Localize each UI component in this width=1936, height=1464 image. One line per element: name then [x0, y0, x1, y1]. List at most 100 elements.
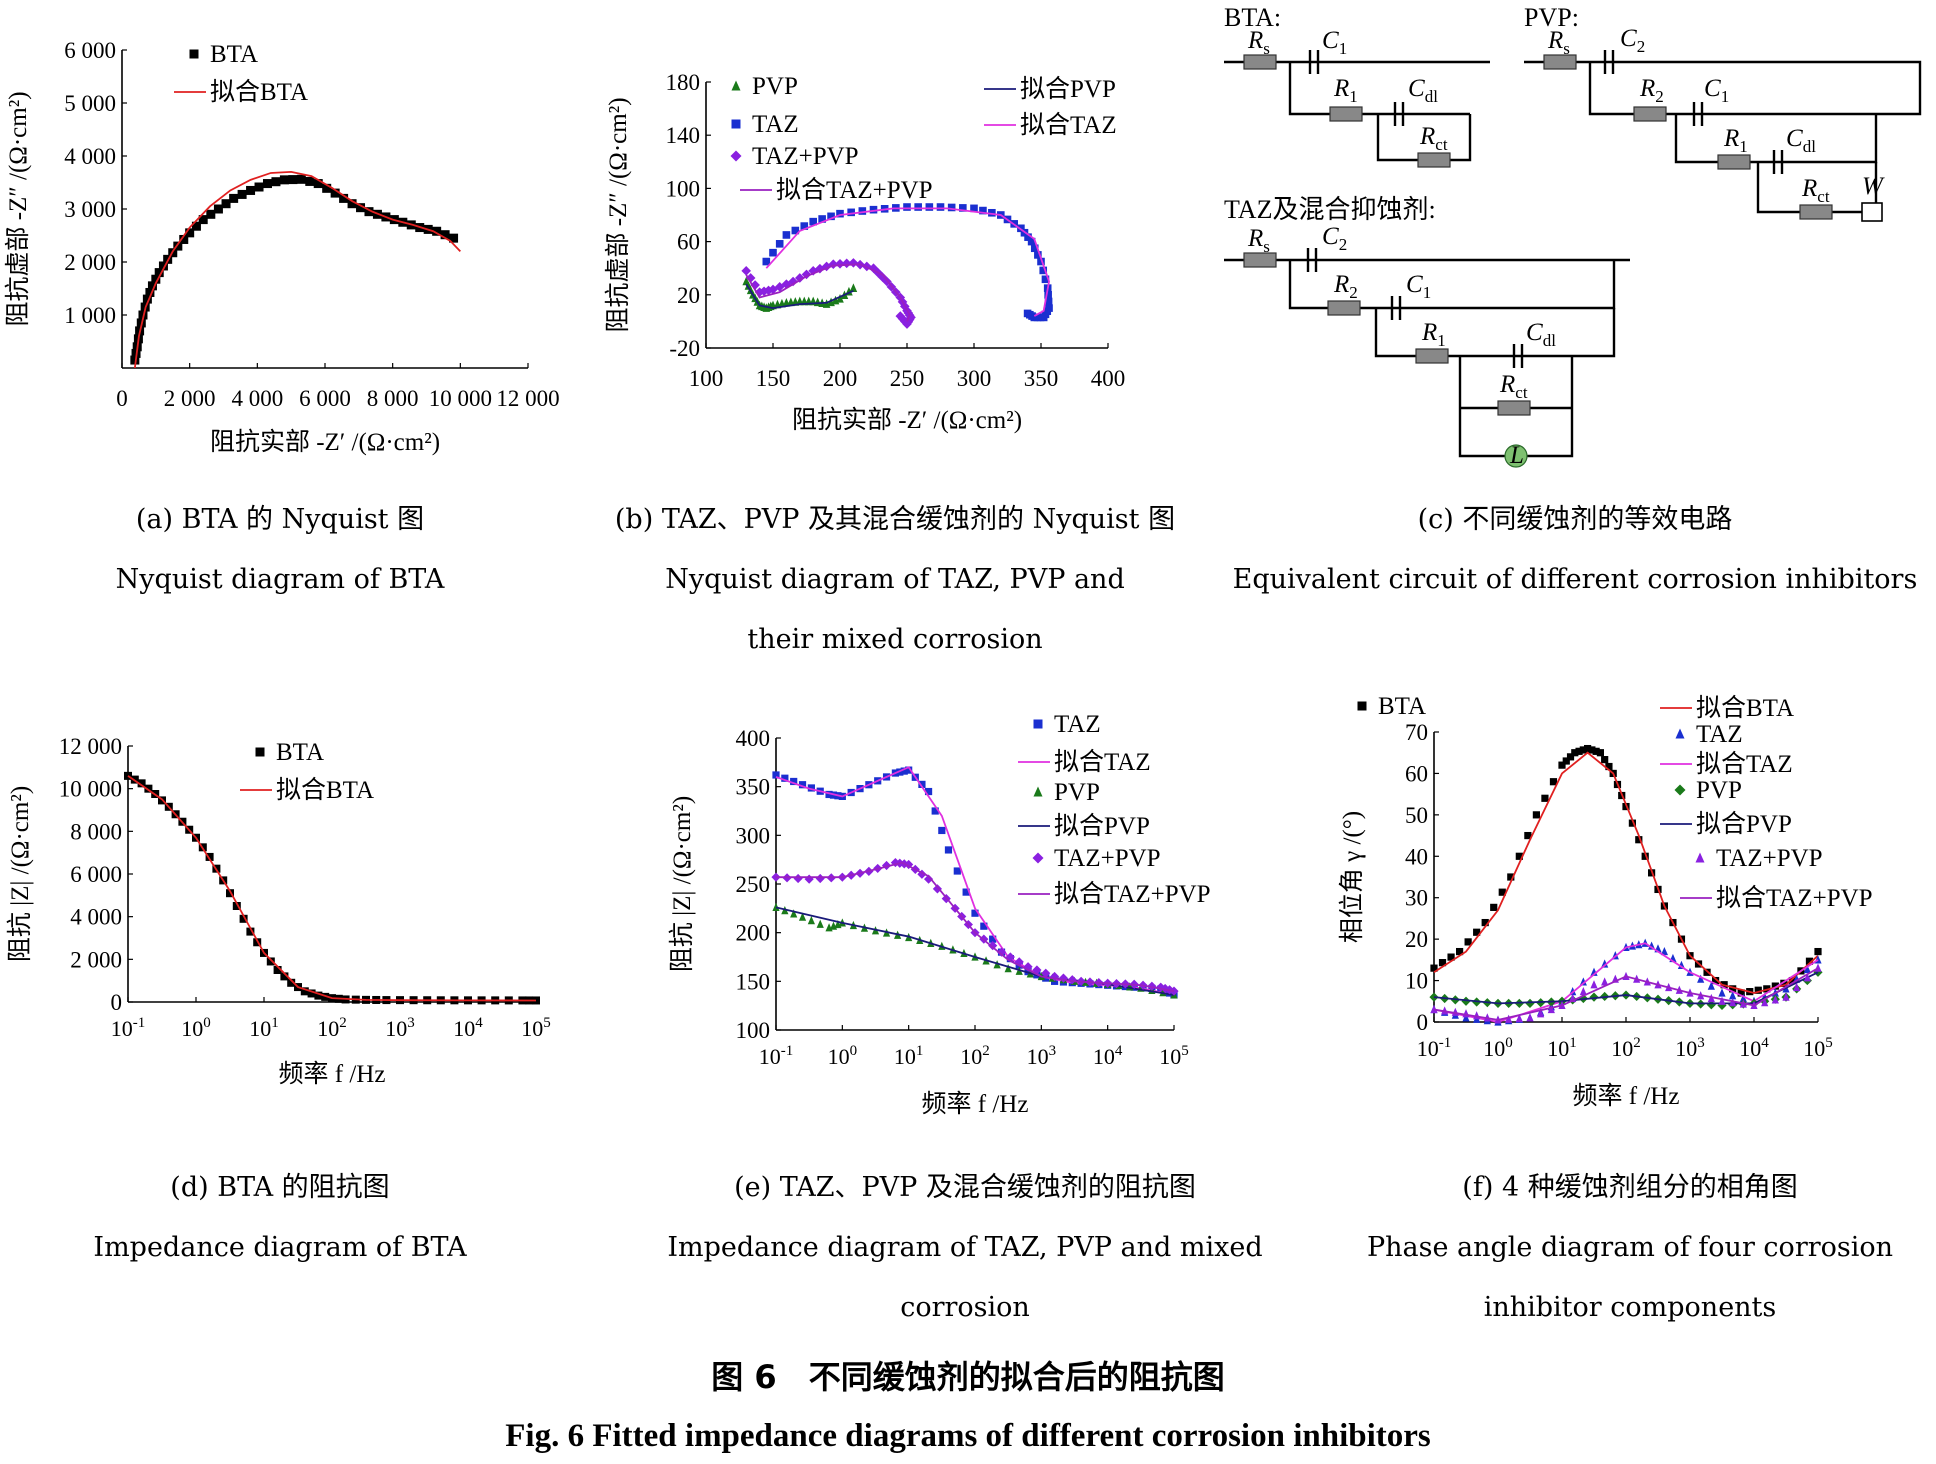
y-tick-label: 2 000: [70, 947, 122, 972]
y-tick-label: 30: [1405, 886, 1428, 911]
data-point-BTA: [1481, 918, 1489, 927]
caption-b-en1: Nyquist diagram of TAZ, PVP and: [665, 564, 1125, 595]
data-point-BTA: [314, 991, 323, 1000]
x-tick-label: 101: [1547, 1035, 1577, 1061]
x-tick-label: 350: [1024, 366, 1059, 391]
circuit-taz-label: TAZ及混合抑蚀剂:: [1224, 195, 1436, 224]
data-point-BTA: [1566, 753, 1575, 761]
y-tick-label: 100: [666, 176, 701, 201]
data-point-TAZ+PVP: [808, 266, 818, 276]
data-point-BTA: [173, 241, 183, 251]
y-tick-label: 200: [736, 921, 771, 946]
x-tick-label: 105: [1803, 1035, 1833, 1061]
data-point-TAZ: [1039, 266, 1048, 275]
x-tick-label: 101: [894, 1043, 924, 1069]
data-point-TAZ+PVP: [1590, 980, 1598, 989]
x-tick-label: 104: [1093, 1043, 1123, 1069]
y-axis-label: 相位角 γ /(°): [1338, 811, 1366, 943]
y-tick-label: 180: [666, 70, 701, 95]
circuit-label: Rct: [1419, 123, 1448, 154]
y-tick-label: 10 000: [59, 777, 122, 802]
x-tick-label: 10 000: [429, 386, 492, 411]
y-tick-label: 6 000: [64, 38, 116, 63]
circuit-label: Rct: [1801, 175, 1830, 206]
y-tick-label: 10: [1405, 969, 1428, 994]
y-tick-label: 1 000: [64, 303, 116, 328]
data-point-BTA: [232, 902, 241, 910]
legend-label: 拟合TAZ+PVP: [1054, 880, 1211, 908]
y-tick-label: 2 000: [64, 250, 116, 275]
data-point-TAZ: [1027, 237, 1036, 246]
data-point-BTA: [1788, 976, 1796, 985]
data-point-BTA: [239, 914, 248, 923]
legend-label: 拟合BTA: [210, 78, 308, 106]
y-tick-label: 350: [736, 775, 771, 800]
circuit-label: C1: [1704, 75, 1729, 106]
circuit-label: Cdl: [1408, 75, 1438, 106]
y-axis-label: 阻抗虚部 -Z″ /(Ω·cm²): [4, 91, 32, 326]
y-tick-label: 140: [666, 123, 701, 148]
x-tick-label: 4 000: [231, 386, 283, 411]
data-point-TAZ: [772, 771, 780, 779]
y-tick-label: 12 000: [59, 734, 122, 759]
caption-e-en2: corrosion: [900, 1292, 1030, 1323]
y-axis-label: 阻抗 |Z| /(Ω·cm²): [6, 786, 34, 962]
legend-marker: [731, 80, 741, 91]
legend-label: 拟合PVP: [1054, 812, 1150, 840]
data-point-BTA: [1558, 761, 1566, 769]
y-tick-label: 300: [736, 823, 771, 848]
caption-b-cn: (b) TAZ、PVP 及其混合缓蚀剂的 Nyquist 图: [614, 504, 1176, 535]
circuit-wire: [1588, 62, 1922, 116]
data-point-TAZ: [1030, 244, 1039, 253]
data-point-TAZ+PVP: [815, 263, 825, 274]
data-point-TAZ: [931, 807, 939, 815]
legend-label: PVP: [1054, 779, 1100, 806]
data-point-BTA: [287, 978, 296, 987]
data-point-TAZ: [1579, 977, 1587, 986]
data-point-TAZ+PVP: [1793, 982, 1801, 992]
data-point-PVP: [849, 283, 858, 292]
y-axis-label: 阻抗 |Z| /(Ω·cm²): [668, 796, 696, 972]
data-point-TAZ+PVP: [868, 263, 879, 273]
data-point-TAZ+PVP: [741, 266, 751, 276]
legend-label: BTA: [1378, 693, 1426, 720]
y-tick-label: 400: [736, 726, 771, 751]
data-point-BTA: [179, 234, 189, 244]
data-point-TAZ: [900, 767, 908, 775]
data-point-TAZ+PVP: [1160, 983, 1170, 994]
data-point-BTA: [221, 199, 231, 209]
data-point-BTA: [158, 261, 168, 271]
data-point-BTA: [1447, 953, 1455, 961]
data-point-TAZ+PVP: [745, 273, 756, 283]
data-point-TAZ+PVP: [1782, 992, 1790, 1001]
series-line-拟合TAZ+PVP: [1433, 967, 1819, 1021]
data-point-TAZ: [914, 203, 922, 211]
data-point-BTA: [266, 957, 275, 966]
circuit-wire: [1674, 114, 1878, 164]
data-point-TAZ+PVP: [754, 287, 765, 297]
circuit-wire: [1288, 62, 1470, 116]
data-point-BTA: [280, 972, 289, 981]
data-point-TAZ: [769, 248, 777, 257]
legend-marker: [189, 49, 199, 59]
data-point-TAZ+PVP: [1761, 998, 1769, 1007]
legend-label: TAZ+PVP: [752, 143, 859, 170]
x-tick-label: 10-1: [759, 1043, 794, 1069]
legend-marker: [1032, 852, 1044, 864]
data-point-TAZ+PVP: [815, 873, 825, 884]
circuit-wire: [1524, 60, 1922, 110]
y-tick-label: -20: [669, 336, 700, 361]
x-tick-label: 10-1: [1417, 1035, 1452, 1061]
data-point-BTA: [151, 274, 161, 284]
data-point-BTA: [198, 215, 208, 225]
data-point-BTA: [449, 233, 459, 243]
data-point-TAZ+PVP: [781, 279, 792, 289]
rs-resistor: [1543, 54, 1577, 70]
data-point-BTA: [1438, 959, 1447, 967]
x-tick-label: 250: [890, 366, 925, 391]
data-point-PVP: [816, 919, 824, 928]
data-point-BTA: [1814, 947, 1822, 956]
data-point-TAZ: [1739, 993, 1747, 1003]
data-point-TAZ: [918, 780, 926, 788]
legend-label: TAZ: [1054, 711, 1101, 738]
